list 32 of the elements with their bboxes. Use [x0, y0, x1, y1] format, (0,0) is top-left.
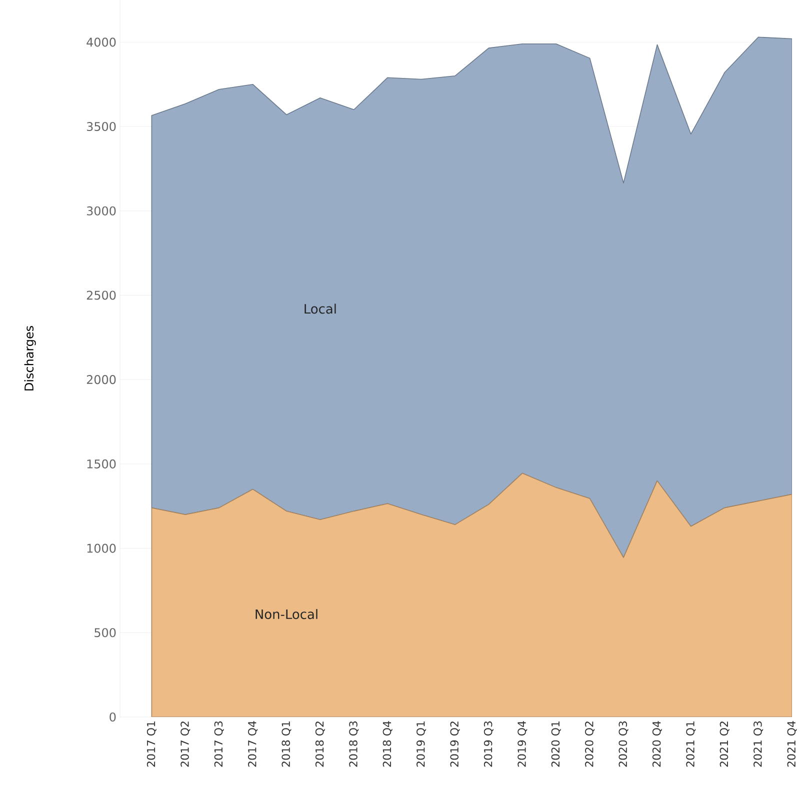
x-tick-label: 2020 Q3	[618, 721, 628, 767]
series-label: Local	[304, 304, 336, 314]
x-tick-label: 2018 Q1	[282, 722, 292, 767]
y-tick-label: 2000	[86, 375, 116, 384]
x-tick-label: 2021 Q3	[754, 721, 764, 767]
series-label: Non-Local	[256, 609, 318, 620]
x-tick-label: 2021 Q4	[787, 721, 797, 767]
x-tick-label: 2021 Q2	[720, 722, 730, 767]
x-tick-label: 2020 Q2	[585, 722, 595, 767]
y-tick-label: 3000	[86, 206, 116, 216]
x-tick-label: 2017 Q4	[248, 721, 258, 767]
x-tick-label: 2019 Q2	[450, 722, 460, 767]
y-tick-label: 0	[110, 712, 116, 722]
x-tick-label: 2017 Q1	[146, 722, 156, 767]
y-tick-label: 1000	[87, 544, 116, 553]
y-tick-label: 2500	[86, 290, 116, 300]
x-tick-label: 2019 Q4	[518, 721, 528, 767]
y-tick-label: 3500	[86, 122, 116, 132]
x-tick-label: 2017 Q3	[214, 721, 224, 767]
x-tick-label: 2017 Q2	[180, 722, 190, 767]
y-tick-label: 1500	[87, 459, 116, 468]
x-tick-label: 2018 Q4	[382, 721, 392, 767]
y-tick-label: 4000	[86, 38, 116, 47]
x-tick-label: 2019 Q1	[416, 722, 426, 767]
x-tick-label: 2020 Q1	[551, 722, 561, 767]
x-tick-label: 2019 Q3	[484, 721, 494, 767]
x-tick-label: 2021 Q1	[686, 722, 696, 767]
y-axis-title: Discharges	[24, 326, 36, 390]
x-tick-label: 2020 Q4	[652, 721, 662, 767]
y-tick-label: 500	[94, 628, 116, 638]
x-tick-label: 2018 Q2	[315, 722, 325, 767]
x-tick-label: 2018 Q3	[349, 721, 359, 767]
